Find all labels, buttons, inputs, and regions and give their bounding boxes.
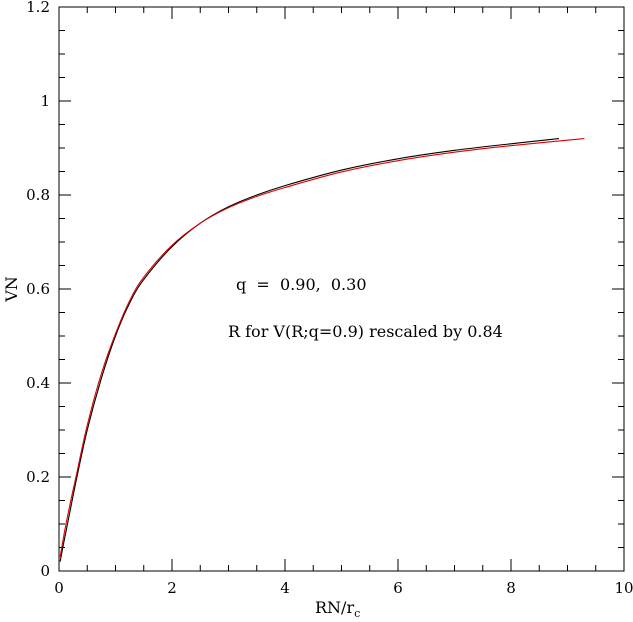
axis-ticks [58,6,625,572]
annotation-q: q = 0.90, 0.30 [236,275,367,294]
x-tick-label: 2 [167,579,177,597]
y-tick-label: 1 [40,92,50,110]
x-tick-label: 10 [614,579,633,597]
x-tick-label: 8 [506,579,516,597]
y-tick-label: 0.4 [26,374,50,392]
x-tick-label: 6 [393,579,403,597]
y-tick-label: 1.2 [26,0,50,16]
x-axis-title-main: RN/r [315,598,354,617]
y-tick-label: 0.6 [26,280,50,298]
x-tick-label: 0 [54,579,64,597]
series-group [59,138,585,562]
annotation-rescale: R for V(R;q=0.9) rescaled by 0.84 [228,322,503,341]
y-tick-label: 0.8 [26,186,50,204]
y-tick-label: 0 [40,562,50,580]
y-tick-label: 0.2 [26,468,50,486]
series-line-2 [59,138,585,557]
x-tick-label: 4 [280,579,290,597]
tick-labels: 0 2 4 6 8 10 0 0.2 0.4 0.6 0.8 1 1.2 [26,0,633,597]
y-axis-title: VN [2,276,21,303]
x-axis-title-subscript: c [354,607,360,620]
series-line-1 [59,138,560,562]
x-axis-title: RN/rc [315,598,360,620]
